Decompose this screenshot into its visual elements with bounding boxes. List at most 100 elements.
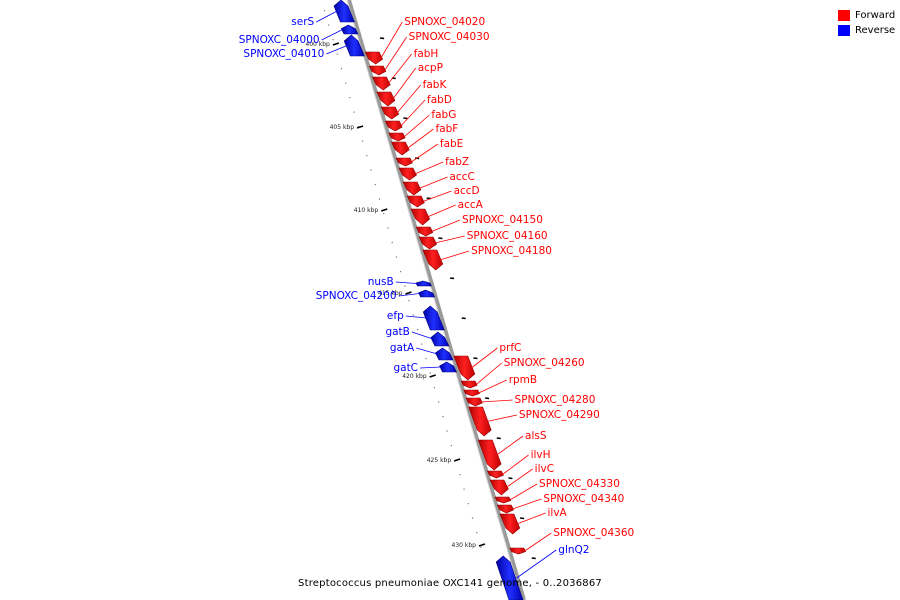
gene-SPNOXC_04280[interactable] [465, 397, 483, 407]
gene-SPNOXC_04180[interactable] [422, 249, 444, 271]
gene-fabF[interactable] [390, 141, 410, 156]
gene-label[interactable]: SPNOXC_04200 [316, 290, 397, 302]
gene-label[interactable]: serS [291, 16, 314, 28]
guide-dash [473, 357, 478, 360]
gene-label[interactable]: gatC [393, 362, 418, 374]
gene-fabE[interactable] [395, 157, 413, 167]
gene-efp[interactable] [422, 305, 445, 331]
gene-SPNOXC_04360[interactable] [509, 547, 527, 555]
gene-label[interactable]: accD [454, 185, 480, 197]
gene-fabK[interactable] [380, 106, 400, 120]
gene-alsS[interactable] [477, 439, 502, 471]
gene-label[interactable]: fabD [427, 94, 452, 106]
gene-label[interactable]: SPNOXC_04160 [467, 230, 548, 242]
gene-prfC[interactable] [453, 355, 476, 381]
guide-dot [421, 343, 423, 345]
gene-gatB[interactable] [430, 331, 450, 347]
gene-label[interactable]: accA [458, 199, 484, 211]
gene-SPNOXC_04330[interactable] [494, 496, 512, 504]
gene-label[interactable]: fabZ [445, 156, 469, 168]
gene-label[interactable]: fabE [440, 138, 463, 150]
gene-connector [509, 483, 538, 501]
tick-mark [380, 208, 388, 212]
gene-label[interactable]: SPNOXC_04000 [239, 34, 320, 46]
gene-label[interactable]: rpmB [509, 374, 537, 386]
gene-label[interactable]: accC [450, 171, 475, 183]
gene-label[interactable]: acpP [418, 62, 443, 74]
gene-SPNOXC_04150[interactable] [415, 226, 434, 237]
gene-label[interactable]: ilvC [535, 463, 554, 475]
gene-label[interactable]: fabH [414, 48, 439, 60]
gene-serS[interactable] [333, 0, 355, 23]
gene-label[interactable]: efp [387, 310, 404, 322]
tick-mark [429, 374, 436, 378]
gene-label[interactable]: ilvH [531, 449, 551, 461]
gene-ilvC[interactable] [489, 479, 509, 496]
gene-label[interactable]: SPNOXC_04150 [462, 214, 543, 226]
gene-connector [496, 435, 524, 456]
gene-label[interactable]: SPNOXC_04180 [471, 245, 552, 257]
backbone [347, 0, 526, 600]
gene-fabZ[interactable] [398, 167, 417, 181]
gene-ilvA[interactable] [499, 513, 521, 535]
gene-accD[interactable] [406, 195, 425, 208]
gene-label[interactable]: SPNOXC_04020 [404, 16, 485, 28]
guide-dot [353, 111, 355, 113]
gene-ilvH[interactable] [486, 470, 504, 479]
gene-gatA[interactable] [435, 347, 454, 361]
guide-dot [361, 140, 364, 142]
gene-acpP[interactable] [376, 91, 396, 107]
gene-SPNOXC_04160[interactable] [418, 236, 438, 250]
gene-gatC[interactable] [439, 361, 457, 373]
gene-label[interactable]: glnQ2 [558, 544, 589, 556]
gene-label[interactable]: fabF [436, 123, 459, 135]
gene-glnQ2[interactable] [495, 555, 524, 600]
gene-label[interactable]: ilvA [548, 507, 568, 519]
gene-connector [434, 235, 465, 244]
gene-label[interactable]: SPNOXC_04030 [409, 31, 490, 43]
gene-rpmB[interactable] [463, 389, 480, 397]
gene-connector [392, 67, 417, 100]
guide-dot [450, 445, 452, 447]
gene-label[interactable]: SPNOXC_04330 [539, 478, 620, 490]
gene-label[interactable]: alsS [525, 430, 547, 442]
gene-fabG[interactable] [388, 132, 406, 142]
gene-connector [405, 315, 427, 319]
gene-SPNOXC_04030[interactable] [368, 65, 387, 76]
guide-dot [374, 184, 376, 186]
gene-SPNOXC_04000[interactable] [340, 24, 359, 35]
gene-SPNOXC_04290[interactable] [468, 406, 492, 437]
gene-accA[interactable] [410, 208, 430, 226]
gene-label[interactable]: SPNOXC_04290 [519, 409, 600, 421]
gene-label[interactable]: nusB [368, 276, 394, 288]
gene-fabD[interactable] [384, 120, 403, 132]
gene-nusB[interactable] [415, 280, 432, 287]
tick-label: 415 kbp [378, 290, 403, 297]
gene-label[interactable]: SPNOXC_04280 [515, 394, 596, 406]
guide-dot [433, 387, 436, 389]
gene-label[interactable]: fabG [431, 109, 456, 121]
gene-label[interactable]: prfC [499, 342, 521, 354]
gene-fabH[interactable] [371, 76, 391, 91]
gene-SPNOXC_04200[interactable] [418, 289, 436, 298]
gene-label[interactable]: SPNOXC_04010 [243, 48, 324, 60]
gene-label[interactable]: SPNOXC_04340 [543, 493, 624, 505]
guide-dot [416, 329, 419, 331]
gene-SPNOXC_04340[interactable] [496, 504, 515, 514]
gene-connector [326, 45, 348, 55]
gene-accC[interactable] [402, 181, 422, 196]
gene-label[interactable]: SPNOXC_04360 [553, 527, 634, 539]
gene-label[interactable]: gatA [390, 342, 415, 354]
gene-connector [475, 362, 503, 385]
tick-label: 430 kbp [452, 542, 477, 549]
gene-SPNOXC_04260[interactable] [460, 380, 478, 389]
gene-SPNOXC_04010[interactable] [343, 34, 365, 57]
gene-connector [505, 468, 533, 488]
guide-dash [449, 277, 455, 280]
gene-label[interactable]: gatB [385, 326, 409, 338]
gene-label[interactable]: SPNOXC_04260 [504, 357, 585, 369]
tick-label: 420 kbp [402, 373, 427, 380]
gene-connector [403, 114, 430, 138]
gene-SPNOXC_04020[interactable] [364, 51, 384, 65]
gene-label[interactable]: fabK [423, 79, 448, 91]
